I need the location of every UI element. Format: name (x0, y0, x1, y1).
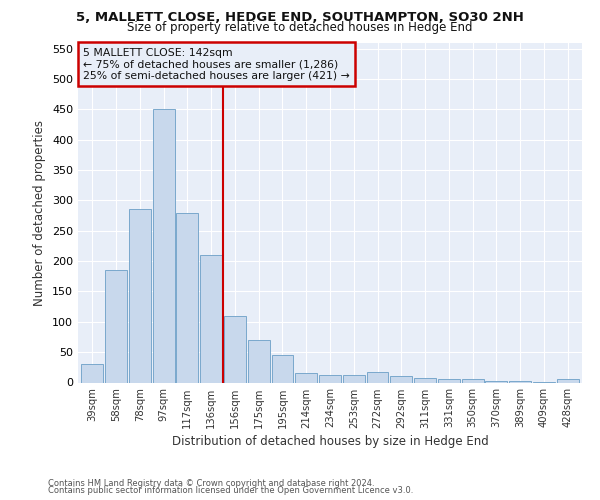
Bar (414, 378, 436, 382)
Bar (295, 374, 317, 382)
Text: 5 MALLETT CLOSE: 142sqm
← 75% of detached houses are smaller (1,286)
25% of semi: 5 MALLETT CLOSE: 142sqm ← 75% of detache… (83, 48, 350, 81)
Text: Contains public sector information licensed under the Open Government Licence v3: Contains public sector information licen… (48, 486, 413, 495)
Bar (509, 380, 531, 382)
Bar (82, 364, 103, 382)
Bar (200, 255, 222, 382)
Bar (391, 376, 412, 382)
Bar (343, 374, 365, 382)
Text: 5, MALLETT CLOSE, HEDGE END, SOUTHAMPTON, SO30 2NH: 5, MALLETT CLOSE, HEDGE END, SOUTHAMPTON… (76, 11, 524, 24)
Bar (129, 210, 151, 382)
Bar (248, 340, 269, 382)
Bar (152, 110, 175, 382)
Bar (557, 380, 578, 382)
Bar (462, 380, 484, 382)
Bar (485, 380, 508, 382)
Bar (438, 380, 460, 382)
Text: Contains HM Land Registry data © Crown copyright and database right 2024.: Contains HM Land Registry data © Crown c… (48, 478, 374, 488)
Bar (224, 316, 246, 382)
X-axis label: Distribution of detached houses by size in Hedge End: Distribution of detached houses by size … (172, 434, 488, 448)
Y-axis label: Number of detached properties: Number of detached properties (34, 120, 46, 306)
Bar (319, 375, 341, 382)
Bar (176, 212, 198, 382)
Bar (105, 270, 127, 382)
Text: Size of property relative to detached houses in Hedge End: Size of property relative to detached ho… (127, 21, 473, 34)
Bar (272, 355, 293, 382)
Bar (367, 372, 388, 382)
